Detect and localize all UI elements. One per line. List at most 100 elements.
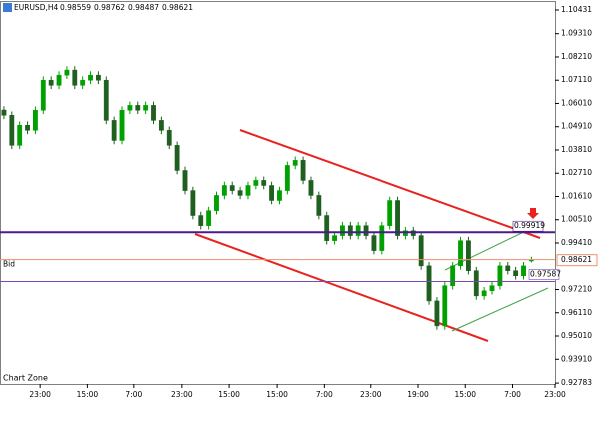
candle-body [198,215,204,226]
candle-body [300,160,306,181]
plot-frame [0,1,556,385]
channel-lower [451,287,549,332]
candle-body [426,265,432,302]
candle-body [17,124,23,146]
candle-body [261,180,267,186]
candle-body [277,190,282,201]
level-label-bg [528,269,560,280]
candle-body [221,185,227,196]
candle-body [371,235,377,251]
level-label: 0.97587 [530,270,561,279]
header-open: 0.98559 [60,3,91,12]
candle-body [418,235,424,267]
candle-body [379,225,385,251]
x-tick-label: 7:00 [504,390,521,399]
x-tick-label: 19:00 [407,390,429,399]
candle-body [237,190,243,196]
candle-body [387,200,393,226]
candle-body [119,109,125,141]
candle-body [56,74,62,86]
candle-body [347,225,353,236]
candle-body [25,124,30,131]
x-tick-label: 15:00 [218,390,240,399]
candle-body [324,215,330,241]
candle-body [332,235,337,241]
candle-body [143,105,149,111]
candle-body [497,265,503,286]
x-tick-label: 15:00 [266,390,288,399]
y-tick-label: 1.04910 [561,122,592,131]
candle-body [182,170,188,191]
header-high: 0.98762 [94,3,125,12]
chart-title: EURUSD,H4 [14,3,58,12]
header-close: 0.98621 [162,3,193,12]
y-tick-label: 1.00510 [561,215,592,224]
candle-body [1,109,7,116]
x-tick-label: 7:00 [316,390,333,399]
x-tick-label: 23:00 [360,390,382,399]
candle-body [292,160,298,166]
y-tick-label: 1.09310 [561,29,592,38]
y-tick-label: 0.96110 [561,308,592,317]
x-tick-label: 15:00 [77,390,99,399]
candle-body [190,190,196,216]
y-tick-label: 1.10431 [561,5,592,14]
x-tick-label: 7:00 [125,390,142,399]
candle-body [40,79,46,111]
bid-label: Bid [3,260,15,269]
header-low: 0.98487 [128,3,159,12]
candle-body [458,240,463,267]
candle-body [442,285,448,327]
x-tick-label: 23:00 [171,390,193,399]
candle-body [111,120,117,141]
candle-body [363,225,369,236]
watermark: Chart Zone [3,374,48,383]
candle-body [355,225,361,236]
candle-body [340,225,345,236]
candle-body [513,270,519,277]
x-tick-label: 23:00 [544,390,566,399]
candle-body [473,270,479,297]
candle-body [284,165,290,191]
x-tick-label: 15:00 [454,390,476,399]
candle-body [72,69,78,86]
candle-body [214,195,219,211]
candle-body [64,69,70,76]
candle-body [88,74,93,81]
y-tick-label: 1.07110 [561,75,592,84]
candle-body [166,130,172,146]
candle-body [229,185,235,191]
candle-body [158,120,164,131]
candle-body [9,115,15,146]
candle-body [135,105,141,111]
candle-body [489,285,495,292]
candle-body [174,145,180,171]
candle-body [450,265,456,286]
x-tick-label: 23:00 [29,390,51,399]
candle-body [80,79,86,86]
candle-body [253,180,259,186]
candle-body [103,79,109,121]
y-tick-label: 1.03810 [561,145,592,154]
candle-body [434,300,440,327]
y-tick-label: 0.93910 [561,354,592,363]
level-label-bg [512,220,544,232]
candle-body [245,185,251,196]
y-tick-label: 0.97210 [561,285,592,294]
candle-body [505,265,511,271]
candle-body [465,240,471,271]
candle-body [151,105,156,121]
upper-trend-line [239,129,541,239]
y-tick-label: 1.06010 [561,98,592,107]
candle-body [127,105,133,111]
candle-body [521,265,526,277]
level-label: 0.99919 [514,221,545,230]
candle-body [308,180,314,196]
y-tick-label: 1.08210 [561,52,592,61]
y-tick-label: 1.02710 [561,168,592,177]
down-arrow [527,208,539,219]
y-tick-label: 0.99410 [561,238,592,247]
